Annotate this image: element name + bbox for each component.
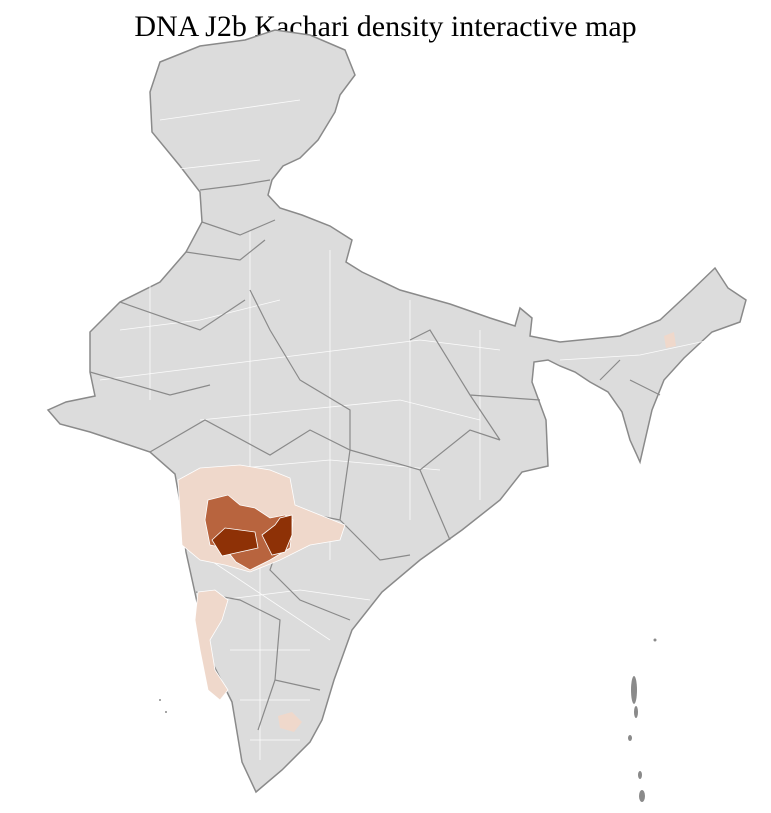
region-high-east[interactable]: [261, 514, 293, 556]
density-regions: [177, 332, 676, 732]
district-boundaries: [99, 99, 711, 760]
region-low-west-coast[interactable]: [194, 589, 229, 701]
map-title: DNA J2b Kachari density interactive map: [134, 10, 637, 43]
state-boundaries: [89, 179, 661, 731]
base-land: [46, 29, 747, 802]
india-mainland[interactable]: [46, 29, 747, 794]
andaman-nicobar-islands: [628, 638, 657, 802]
region-high-west[interactable]: [211, 527, 259, 557]
region-low-south[interactable]: [278, 712, 302, 732]
lakshadweep-islands: [159, 699, 167, 713]
region-low-northeast[interactable]: [664, 332, 676, 348]
